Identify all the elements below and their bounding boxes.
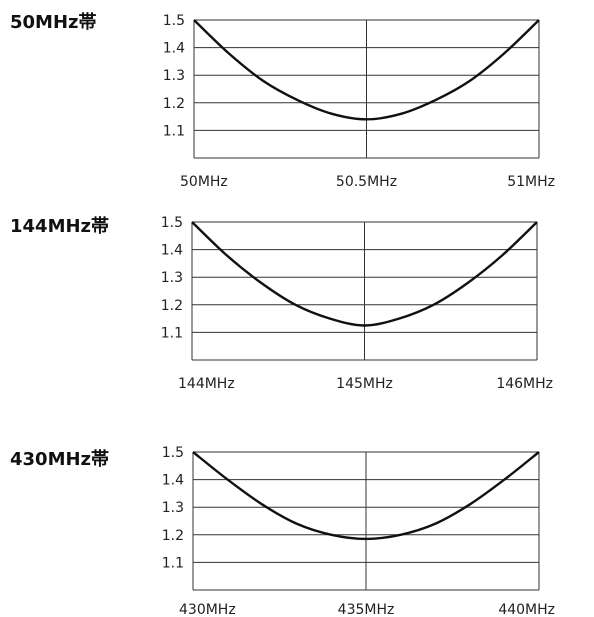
y-tick-label: 1.4 xyxy=(163,41,185,57)
chart-panel-430mhz: 430MHz帯 1.5 1.4 1.3 1.2 1.1 430MHz 435MHz 440MHz xyxy=(10,445,555,617)
swr-curve xyxy=(191,221,538,327)
y-tick-label: 1.2 xyxy=(161,298,183,314)
y-tick-label: 1.1 xyxy=(161,325,183,341)
y-tick-label: 1.1 xyxy=(162,555,184,571)
y-tick-label: 1.4 xyxy=(161,243,183,259)
swr-curve xyxy=(193,19,540,121)
chart-panel-50mhz: 50MHz帯 1.5 1.4 1.3 1.2 1.1 50MHz 50.5MHz 51MHz xyxy=(10,11,555,190)
y-tick-label: 1.2 xyxy=(162,528,184,544)
y-tick-label: 1.5 xyxy=(161,215,183,231)
y-tick-label: 1.2 xyxy=(163,96,185,112)
chart-title: 430MHz帯 xyxy=(10,448,109,470)
x-tick-label: 51MHz xyxy=(507,174,555,190)
x-tick-label: 430MHz xyxy=(179,602,236,617)
y-tick-label: 1.3 xyxy=(163,68,185,84)
chart-panel-144mhz: 144MHz帯 1.5 1.4 1.3 1.2 1.1 144MHz 145MHz 146MHz xyxy=(10,215,553,392)
x-tick-label: 144MHz xyxy=(178,376,235,392)
x-tick-label: 50.5MHz xyxy=(336,174,397,190)
y-tick-label: 1.3 xyxy=(162,500,184,516)
y-tick-label: 1.3 xyxy=(161,270,183,286)
x-tick-label: 435MHz xyxy=(338,602,395,617)
x-tick-label: 440MHz xyxy=(498,602,555,617)
y-tick-label: 1.5 xyxy=(163,13,185,29)
y-tick-label: 1.5 xyxy=(162,445,184,461)
chart-title: 144MHz帯 xyxy=(10,215,109,237)
x-tick-label: 146MHz xyxy=(496,376,553,392)
chart-title: 50MHz帯 xyxy=(10,11,97,33)
y-tick-label: 1.1 xyxy=(163,123,185,139)
y-tick-label: 1.4 xyxy=(162,473,184,489)
x-tick-label: 50MHz xyxy=(180,174,228,190)
x-tick-label: 145MHz xyxy=(336,376,393,392)
swr-curve xyxy=(192,451,540,541)
